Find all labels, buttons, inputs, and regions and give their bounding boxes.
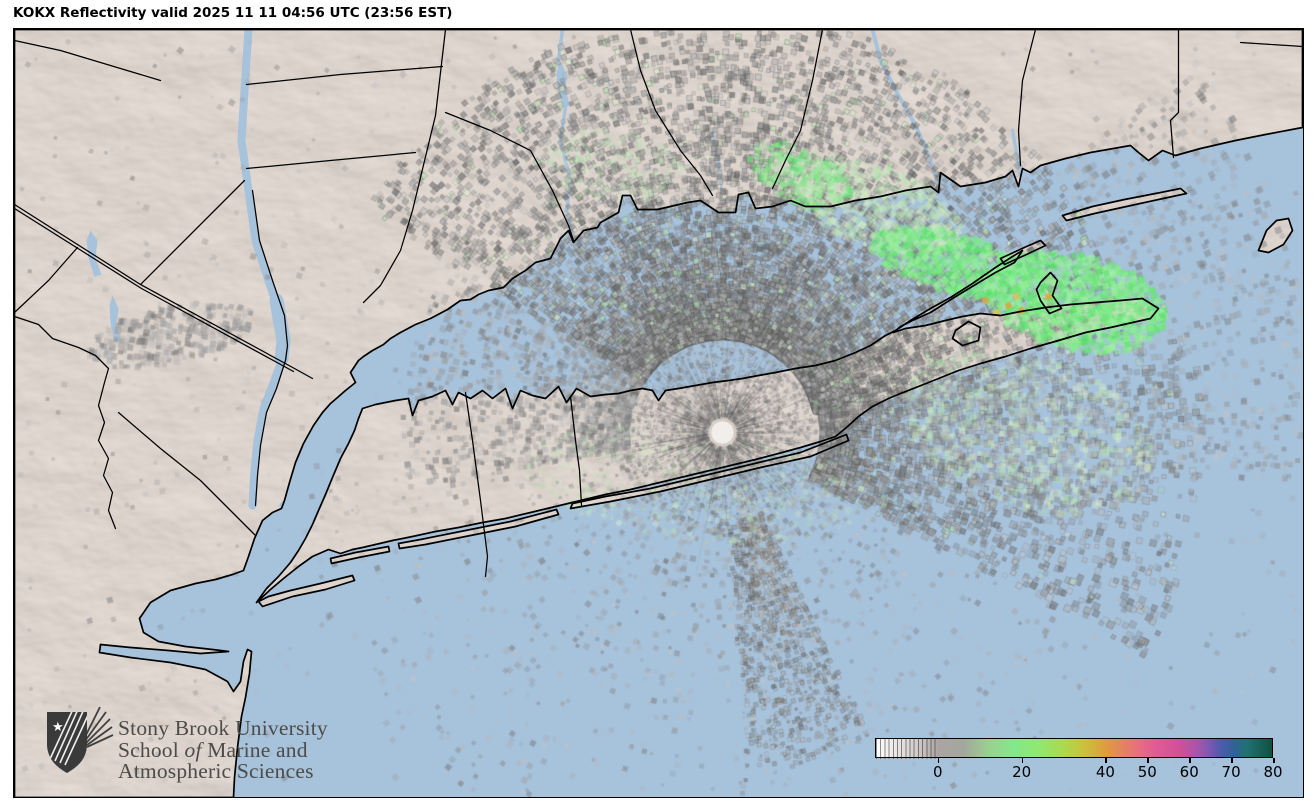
coastlines [14,29,1303,797]
radar-canvas [14,29,1303,797]
colorbar-tick [1147,758,1149,763]
county-borders [14,29,1303,578]
colorbar-tick-label: 80 [1263,763,1283,781]
colorbar-tick [1105,758,1107,763]
sbu-shield-logo: ★ [47,706,114,773]
colorbar-tick-label: 50 [1137,763,1157,781]
colorbar-tick [937,758,940,763]
logo-text: Stony Brook University School of Marine a… [118,716,328,783]
colorbar-tick-label: 0 [933,763,943,781]
colorbar-gradient [875,738,1273,759]
colorbar-tick [1231,758,1233,763]
shield-rays [83,706,114,748]
colorbar-stripes [876,739,939,759]
sbu-somas-logo: ★ Stony Brook University School of Marine… [44,706,364,797]
shield-stripes [49,712,87,766]
colorbar-tick-label: 20 [1012,763,1032,781]
boundaries-svg [14,29,1303,797]
shield-star: ★ [52,720,64,735]
colorbar-tick [1189,758,1191,763]
radar-map: 0 20 40 50 60 70 80 ★ Stony Brook University Sc… [13,28,1304,798]
figure-title: KOKX Reflectivity valid 2025 11 11 04:56… [13,5,453,21]
colorbar-tick-label: 40 [1095,763,1115,781]
colorbar-tick [1021,758,1024,763]
colorbar-tick [1273,758,1275,763]
reflectivity-colorbar: 0 20 40 50 60 70 80 [875,738,1283,786]
colorbar-tick-label: 70 [1221,763,1241,781]
colorbar-tick-label: 60 [1179,763,1199,781]
